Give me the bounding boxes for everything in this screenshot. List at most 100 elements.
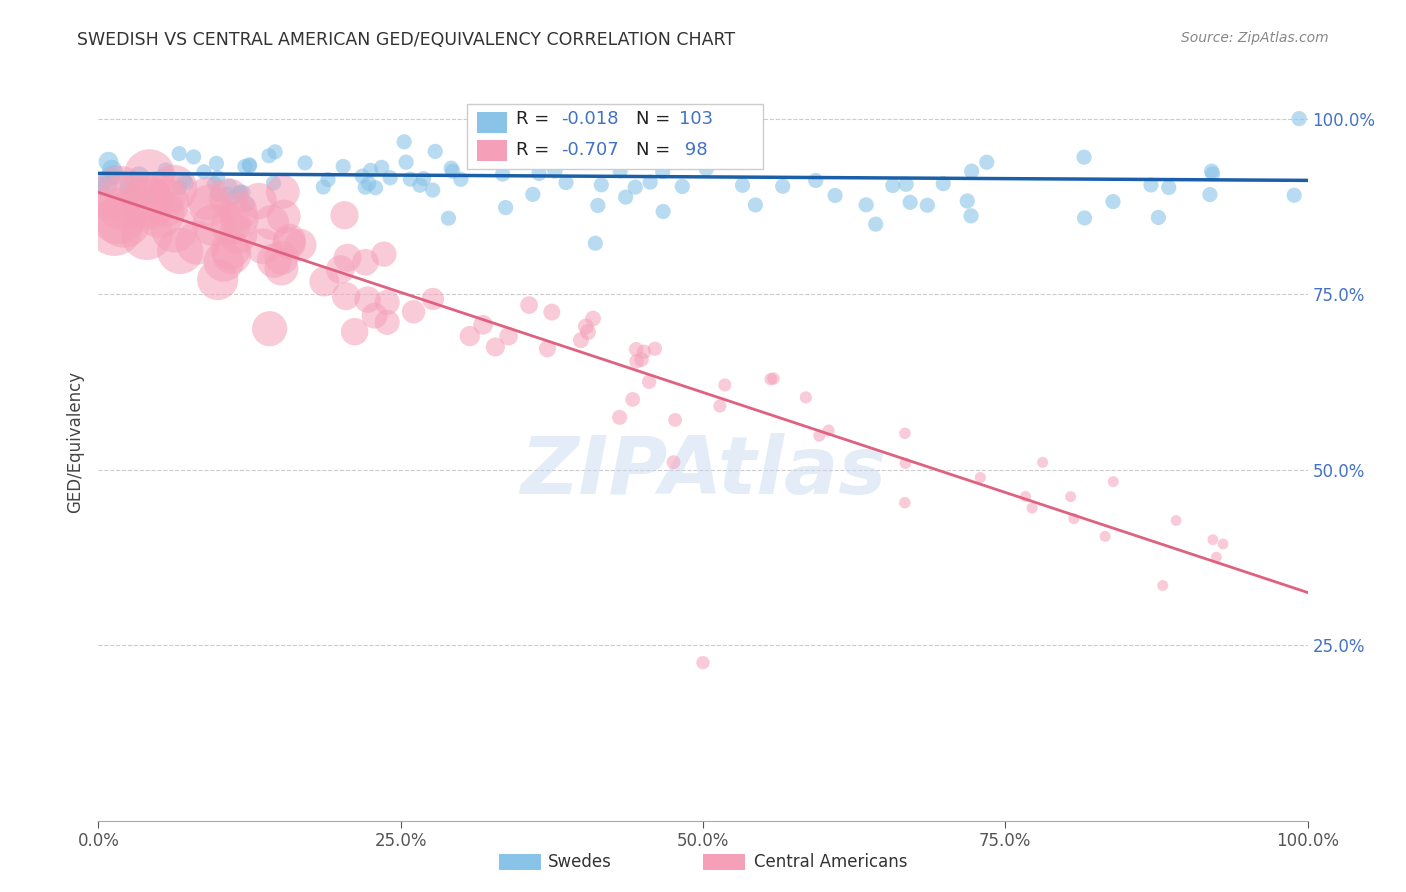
Point	[118, 178, 141, 193]
Point	[540, 305, 562, 319]
Point	[134, 189, 156, 203]
Point	[239, 159, 262, 173]
Point	[219, 243, 242, 257]
Point	[517, 298, 540, 312]
Point	[290, 238, 312, 252]
Point	[221, 247, 243, 261]
Point	[441, 164, 464, 178]
Point	[336, 251, 359, 265]
Point	[149, 206, 172, 220]
Text: R =: R =	[516, 141, 548, 159]
Point	[1063, 511, 1085, 525]
Point	[193, 165, 215, 179]
Point	[626, 343, 648, 357]
Point	[794, 390, 817, 404]
Point	[155, 195, 177, 210]
Point	[630, 352, 652, 367]
Point	[111, 195, 134, 210]
Point	[260, 215, 283, 229]
Point	[173, 173, 195, 187]
Point	[332, 160, 354, 174]
FancyBboxPatch shape	[467, 104, 763, 169]
Point	[458, 329, 481, 343]
Point	[335, 289, 357, 303]
Point	[91, 175, 114, 189]
Point	[352, 169, 374, 183]
Point	[314, 275, 336, 289]
Point	[1202, 167, 1225, 181]
Point	[817, 424, 839, 438]
Point	[484, 340, 506, 354]
Point	[138, 196, 160, 211]
Point	[714, 378, 737, 392]
Point	[855, 198, 877, 212]
Point	[976, 155, 998, 169]
Point	[479, 149, 502, 163]
Point	[1212, 537, 1234, 551]
Point	[197, 191, 219, 205]
Text: R =: R =	[516, 111, 548, 128]
Point	[357, 177, 380, 191]
Point	[824, 188, 846, 202]
Point	[586, 198, 609, 212]
Point	[1014, 490, 1036, 504]
Point	[882, 178, 904, 193]
Point	[626, 354, 648, 368]
Point	[652, 204, 675, 219]
Point	[402, 304, 425, 318]
Point	[621, 392, 644, 407]
Point	[759, 372, 782, 386]
Point	[662, 455, 685, 469]
Point	[491, 167, 513, 181]
Point	[370, 161, 392, 175]
Point	[731, 178, 754, 193]
Point	[555, 176, 578, 190]
Point	[278, 236, 301, 251]
Point	[425, 145, 447, 159]
Point	[505, 149, 527, 163]
Point	[633, 344, 655, 359]
Point	[103, 220, 125, 235]
Point	[395, 155, 418, 169]
Point	[638, 175, 661, 189]
Text: SWEDISH VS CENTRAL AMERICAN GED/EQUIVALENCY CORRELATION CHART: SWEDISH VS CENTRAL AMERICAN GED/EQUIVALE…	[77, 31, 735, 49]
Point	[112, 213, 135, 227]
Point	[212, 254, 235, 268]
Point	[1164, 514, 1187, 528]
Point	[228, 212, 250, 227]
Point	[960, 209, 983, 223]
Point	[917, 198, 939, 212]
FancyBboxPatch shape	[477, 140, 508, 161]
Text: ZIPAtlas: ZIPAtlas	[520, 433, 886, 511]
Point	[614, 190, 637, 204]
Point	[894, 496, 917, 510]
Point	[409, 178, 432, 193]
Point	[329, 262, 352, 277]
Point	[1282, 188, 1305, 202]
Point	[1199, 187, 1222, 202]
Text: N =: N =	[637, 111, 671, 128]
Point	[97, 154, 120, 169]
Point	[360, 163, 382, 178]
Point	[695, 161, 717, 176]
Point	[709, 399, 731, 413]
Point	[183, 150, 205, 164]
Point	[575, 319, 598, 334]
Point	[228, 186, 250, 201]
Point	[198, 198, 221, 212]
Point	[128, 169, 150, 183]
Point	[136, 194, 159, 208]
Point	[898, 195, 921, 210]
Point	[222, 192, 245, 206]
Point	[1094, 529, 1116, 543]
Point	[375, 315, 398, 329]
Point	[495, 201, 517, 215]
Point	[437, 211, 460, 226]
Point	[312, 180, 335, 194]
Y-axis label: GED/Equivalency: GED/Equivalency	[66, 370, 84, 513]
Point	[354, 180, 377, 194]
Point	[609, 410, 631, 425]
Point	[1102, 475, 1125, 489]
Point	[960, 164, 983, 178]
Text: 103: 103	[679, 111, 713, 128]
